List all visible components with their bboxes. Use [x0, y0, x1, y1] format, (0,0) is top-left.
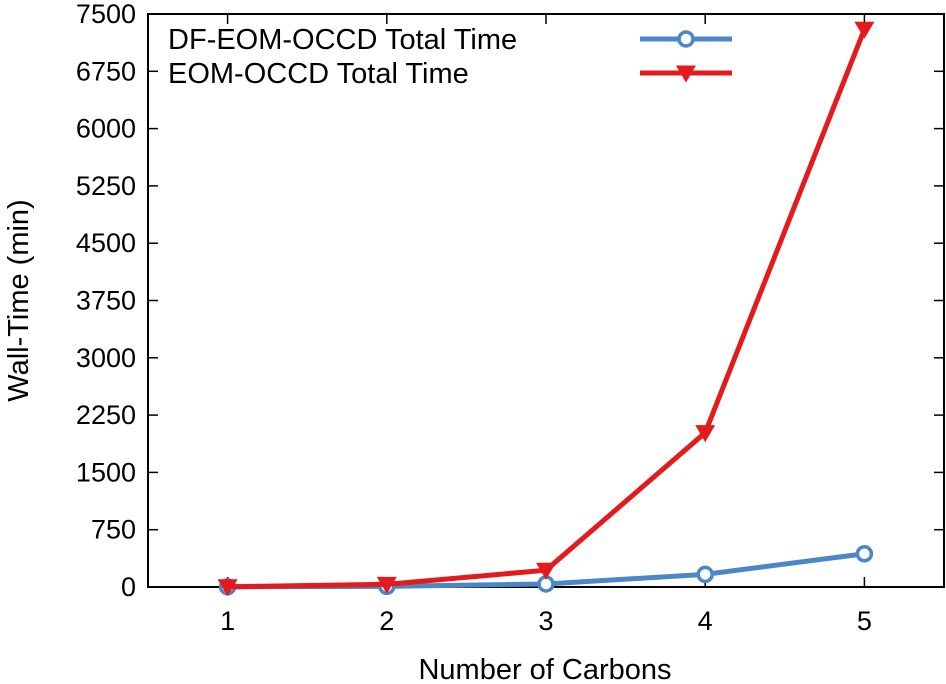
x-axis-ticks: 1 2 3 4 5 [220, 14, 872, 636]
legend-label: DF-EOM-OCCD Total Time [168, 24, 517, 56]
x-axis-title: Number of Carbons [418, 654, 671, 684]
plot-area: 0 750 1500 2250 3000 3750 4500 5250 6000 6750 7500… [76, 0, 945, 636]
data-point [695, 425, 716, 443]
x-tick-label: 4 [698, 606, 713, 636]
plot-frame [147, 13, 945, 588]
legend-marker [676, 65, 696, 83]
y-tick-label: 1500 [76, 457, 136, 487]
y-tick-label: 7500 [76, 0, 136, 29]
data-point [217, 579, 238, 597]
y-tick-label: 5250 [76, 171, 136, 201]
y-tick-label: 3000 [76, 343, 136, 373]
x-tick-label: 5 [857, 606, 872, 636]
series-line [227, 28, 867, 590]
y-tick-label: 2250 [76, 400, 136, 430]
x-tick-label: 2 [379, 606, 394, 636]
legend-marker [677, 30, 695, 48]
y-tick-label: 0 [121, 572, 136, 602]
data-point [854, 21, 875, 39]
y-tick-label: 4500 [76, 228, 136, 258]
data-point [536, 562, 556, 580]
legend-label: EOM-OCCD Total Time [168, 58, 469, 90]
data-point [855, 545, 874, 563]
x-tick-label: 1 [220, 606, 235, 636]
y-tick-label: 6000 [76, 114, 136, 144]
series-layer [217, 21, 875, 597]
y-tick-label: 750 [91, 515, 136, 545]
data-point [376, 576, 397, 594]
y-tick-label: 3750 [76, 286, 136, 316]
x-tick-label: 3 [538, 606, 553, 636]
y-axis-ticks: 0 750 1500 2250 3000 3750 4500 5250 6000 6750 7500 [76, 0, 944, 602]
y-tick-label: 6750 [76, 56, 136, 86]
y-axis-title: Wall-Time (min) [3, 199, 35, 401]
series-2 [217, 21, 875, 597]
legend-item: EOM-OCCD Total Time [168, 58, 732, 90]
legend-item: DF-EOM-OCCD Total Time [168, 24, 732, 56]
data-point [696, 565, 714, 584]
